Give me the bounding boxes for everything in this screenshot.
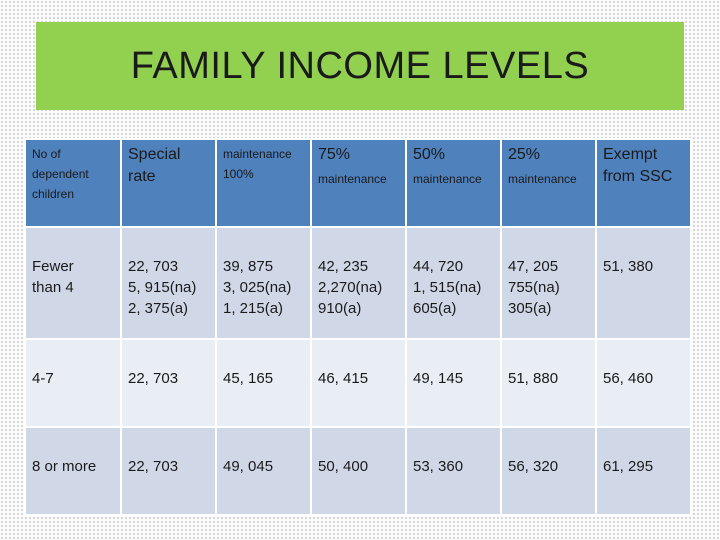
table-cell: 44, 720 1, 515(na) 605(a) xyxy=(405,226,502,340)
table-header-row: No of dependent children Special rate ma… xyxy=(24,138,692,228)
table-cell: 42, 235 2,270(na) 910(a) xyxy=(310,226,407,340)
table-cell: 56, 320 xyxy=(500,426,597,516)
table-cell: 39, 875 3, 025(na) 1, 215(a) xyxy=(215,226,312,340)
table-row: 8 or more 22, 703 49, 045 50, 400 53, 36… xyxy=(24,426,692,516)
table-cell: 46, 415 xyxy=(310,338,407,428)
row-label: 4-7 xyxy=(24,338,122,428)
header-dependent-children: No of dependent children xyxy=(24,138,122,228)
page-title: FAMILY INCOME LEVELS xyxy=(130,44,590,87)
table-cell: 51, 880 xyxy=(500,338,597,428)
table-cell: 51, 380 xyxy=(595,226,692,340)
table-row: 4-7 22, 703 45, 165 46, 415 49, 145 51, … xyxy=(24,338,692,428)
table-cell: 47, 205 755(na) 305(a) xyxy=(500,226,597,340)
table-cell: 56, 460 xyxy=(595,338,692,428)
table-cell: 50, 400 xyxy=(310,426,407,516)
table-row: Fewer than 4 22, 703 5, 915(na) 2, 375(a… xyxy=(24,226,692,340)
header-maintenance-75: 75% maintenance xyxy=(310,138,407,228)
table-cell: 22, 703 xyxy=(120,338,217,428)
header-exempt-ssc: Exempt from SSC xyxy=(595,138,692,228)
row-label: 8 or more xyxy=(24,426,122,516)
table-cell: 49, 145 xyxy=(405,338,502,428)
table-cell: 53, 360 xyxy=(405,426,502,516)
header-maintenance-25: 25% maintenance xyxy=(500,138,597,228)
table-cell: 61, 295 xyxy=(595,426,692,516)
header-special-rate: Special rate xyxy=(120,138,217,228)
row-label: Fewer than 4 xyxy=(24,226,122,340)
table-cell: 45, 165 xyxy=(215,338,312,428)
header-maintenance-100: maintenance 100% xyxy=(215,138,312,228)
title-banner: FAMILY INCOME LEVELS xyxy=(36,22,684,110)
table-cell: 49, 045 xyxy=(215,426,312,516)
header-maintenance-50: 50% maintenance xyxy=(405,138,502,228)
income-table: No of dependent children Special rate ma… xyxy=(24,138,692,516)
table-cell: 22, 703 5, 915(na) 2, 375(a) xyxy=(120,226,217,340)
table-cell: 22, 703 xyxy=(120,426,217,516)
